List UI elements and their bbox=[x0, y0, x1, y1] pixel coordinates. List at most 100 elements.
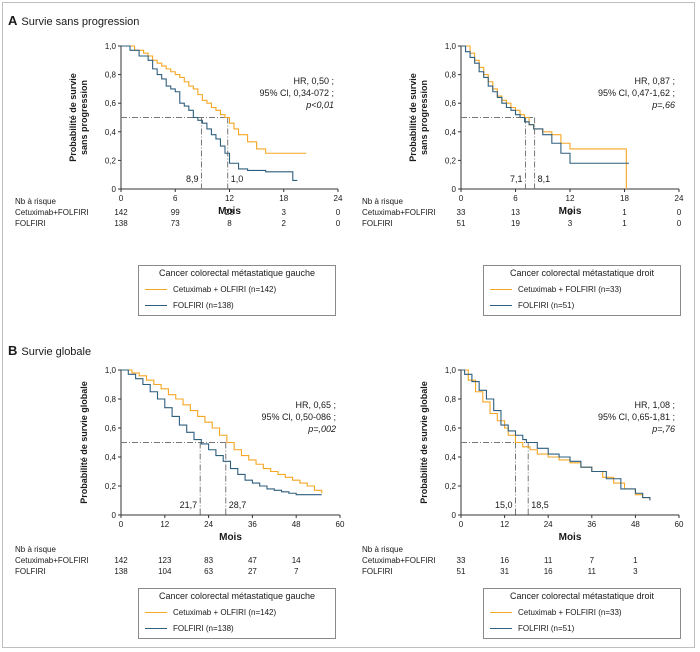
legend-item-cetuximab: Cetuximab + FOLFIRI (n=33) bbox=[490, 607, 622, 617]
line-swatch bbox=[490, 611, 512, 613]
y-tick-label: 1,0 bbox=[445, 366, 457, 375]
risk-row-cetuximab: Cetuximab+FOLFIRI 142 123 83 47 14 bbox=[15, 555, 345, 566]
line-swatch bbox=[490, 304, 512, 306]
curve-cetuximab-folfiri bbox=[121, 45, 307, 154]
risk-count: 16 bbox=[543, 567, 553, 576]
risk-count: 63 bbox=[204, 567, 214, 576]
risk-count: 0 bbox=[676, 219, 682, 228]
y-axis-label: Probabilité de survie bbox=[68, 73, 78, 162]
y-axis-label: sans progression bbox=[419, 80, 429, 155]
arm-label: Cetuximab+FOLFIRI bbox=[15, 556, 89, 565]
stats-line: 95% Cl, 0,34-072 ; bbox=[259, 88, 334, 98]
risk-count: 0 bbox=[335, 208, 341, 217]
risk-table-b-left: Nb à risque Cetuximab+FOLFIRI 142 123 83 47… bbox=[15, 544, 345, 577]
legend-item-cetuximab: Cetuximab + OLFIRI (n=142) bbox=[145, 607, 276, 617]
line-swatch bbox=[490, 288, 512, 290]
risk-count: 0 bbox=[676, 208, 682, 217]
risk-header: Nb à risque bbox=[362, 545, 403, 554]
stats-line: p=,76 bbox=[651, 424, 675, 434]
x-tick-label: 60 bbox=[336, 520, 345, 529]
stats-line: p=,002 bbox=[307, 424, 336, 434]
y-tick-label: 0,2 bbox=[445, 482, 457, 491]
risk-count: 7 bbox=[589, 556, 595, 565]
y-tick-label: 0 bbox=[112, 511, 117, 520]
x-axis-label: Mois bbox=[218, 206, 241, 217]
x-tick-label: 36 bbox=[248, 520, 257, 529]
x-tick-label: 12 bbox=[225, 194, 234, 203]
x-tick-label: 0 bbox=[459, 520, 464, 529]
risk-count: 11 bbox=[544, 556, 553, 565]
risk-count: 1 bbox=[622, 208, 627, 217]
risk-count: 8 bbox=[227, 219, 232, 228]
risk-count: 51 bbox=[456, 219, 466, 228]
risk-count: 83 bbox=[204, 556, 214, 565]
risk-table-a-left: Nb à risque Cetuximab+FOLFIRI 142 99 28 3 0 … bbox=[15, 196, 345, 229]
x-tick-label: 12 bbox=[500, 520, 509, 529]
legend-item-cetuximab: Cetuximab + OLFIRI (n=142) bbox=[145, 284, 276, 294]
risk-count: 3 bbox=[281, 208, 286, 217]
risk-count: 19 bbox=[511, 219, 520, 228]
x-tick-label: 0 bbox=[119, 520, 124, 529]
line-swatch bbox=[145, 304, 167, 306]
stats-line: p<0,01 bbox=[305, 100, 334, 110]
y-tick-label: 0,4 bbox=[105, 453, 117, 462]
y-tick-label: 0 bbox=[112, 185, 117, 194]
risk-count: 13 bbox=[511, 208, 520, 217]
risk-count: 142 bbox=[114, 556, 128, 565]
stats-line: HR, 1,08 ; bbox=[634, 400, 675, 410]
y-tick-label: 0,6 bbox=[445, 424, 457, 433]
stats-line: 95% Cl, 0,50-086 ; bbox=[261, 412, 336, 422]
x-tick-label: 48 bbox=[631, 520, 640, 529]
legend-title: Cancer colorectal métastatique gauche bbox=[158, 591, 316, 601]
x-axis-label: Mois bbox=[559, 532, 582, 543]
x-tick-label: 18 bbox=[620, 194, 629, 203]
legend-b-right: Cancer colorectal métastatique droit Cet… bbox=[483, 588, 681, 639]
x-tick-label: 36 bbox=[587, 520, 596, 529]
x-tick-label: 24 bbox=[204, 520, 213, 529]
y-tick-label: 0,8 bbox=[105, 395, 117, 404]
line-swatch bbox=[145, 627, 167, 629]
arm-label: FOLFIRI bbox=[362, 567, 393, 576]
median-label: 21,7 bbox=[180, 500, 198, 510]
risk-row-cetuximab: Cetuximab+FOLFIRI 142 99 28 3 0 bbox=[15, 207, 345, 218]
x-axis-label: Mois bbox=[219, 532, 242, 543]
arm-label: FOLFIRI bbox=[362, 219, 393, 228]
line-swatch bbox=[145, 288, 167, 290]
y-tick-label: 0,8 bbox=[445, 71, 457, 80]
legend-title: Cancer colorectal métastatique droit bbox=[509, 268, 655, 278]
stats-line: HR, 0,50 ; bbox=[293, 76, 334, 86]
risk-count: 123 bbox=[158, 556, 172, 565]
curve-cetuximab-folfiri bbox=[461, 45, 627, 189]
median-label: 7,1 bbox=[510, 174, 523, 184]
risk-count: 51 bbox=[456, 567, 466, 576]
median-label: 18,5 bbox=[531, 500, 549, 510]
legend-item-folfiri: FOLFIRI (n=138) bbox=[145, 623, 234, 633]
risk-count: 33 bbox=[456, 208, 466, 217]
stats-line: 95% Cl, 0,47-1,62 ; bbox=[598, 88, 675, 98]
y-tick-label: 0,4 bbox=[445, 128, 457, 137]
y-tick-label: 1,0 bbox=[105, 366, 117, 375]
risk-count: 142 bbox=[114, 208, 128, 217]
arm-label: Cetuximab+FOLFIRI bbox=[362, 556, 436, 565]
risk-count: 73 bbox=[170, 219, 180, 228]
y-axis-label: Probabilité de survie bbox=[408, 73, 418, 162]
risk-header: Nb à risque bbox=[15, 197, 56, 206]
risk-header: Nb à risque bbox=[362, 197, 403, 206]
x-tick-label: 6 bbox=[513, 194, 518, 203]
y-tick-label: 0 bbox=[452, 511, 457, 520]
risk-count: 104 bbox=[158, 567, 172, 576]
risk-count: 0 bbox=[335, 219, 341, 228]
x-tick-label: 12 bbox=[160, 520, 169, 529]
y-tick-label: 1,0 bbox=[105, 42, 117, 51]
y-tick-label: 0,2 bbox=[445, 156, 457, 165]
y-tick-label: 0,4 bbox=[105, 128, 117, 137]
risk-header: Nb à risque bbox=[15, 545, 56, 554]
km-panel-1: 0 6 12 18 24 0 0,2 0,4 0,6 0,8 1,0 Mois Probabilité … bbox=[408, 42, 684, 217]
y-tick-label: 0,6 bbox=[105, 99, 117, 108]
legend-item-cetuximab: Cetuximab + FOLFIRI (n=33) bbox=[490, 284, 622, 294]
x-tick-label: 60 bbox=[675, 520, 684, 529]
y-tick-label: 0,4 bbox=[445, 453, 457, 462]
arm-label: FOLFIRI bbox=[15, 219, 46, 228]
